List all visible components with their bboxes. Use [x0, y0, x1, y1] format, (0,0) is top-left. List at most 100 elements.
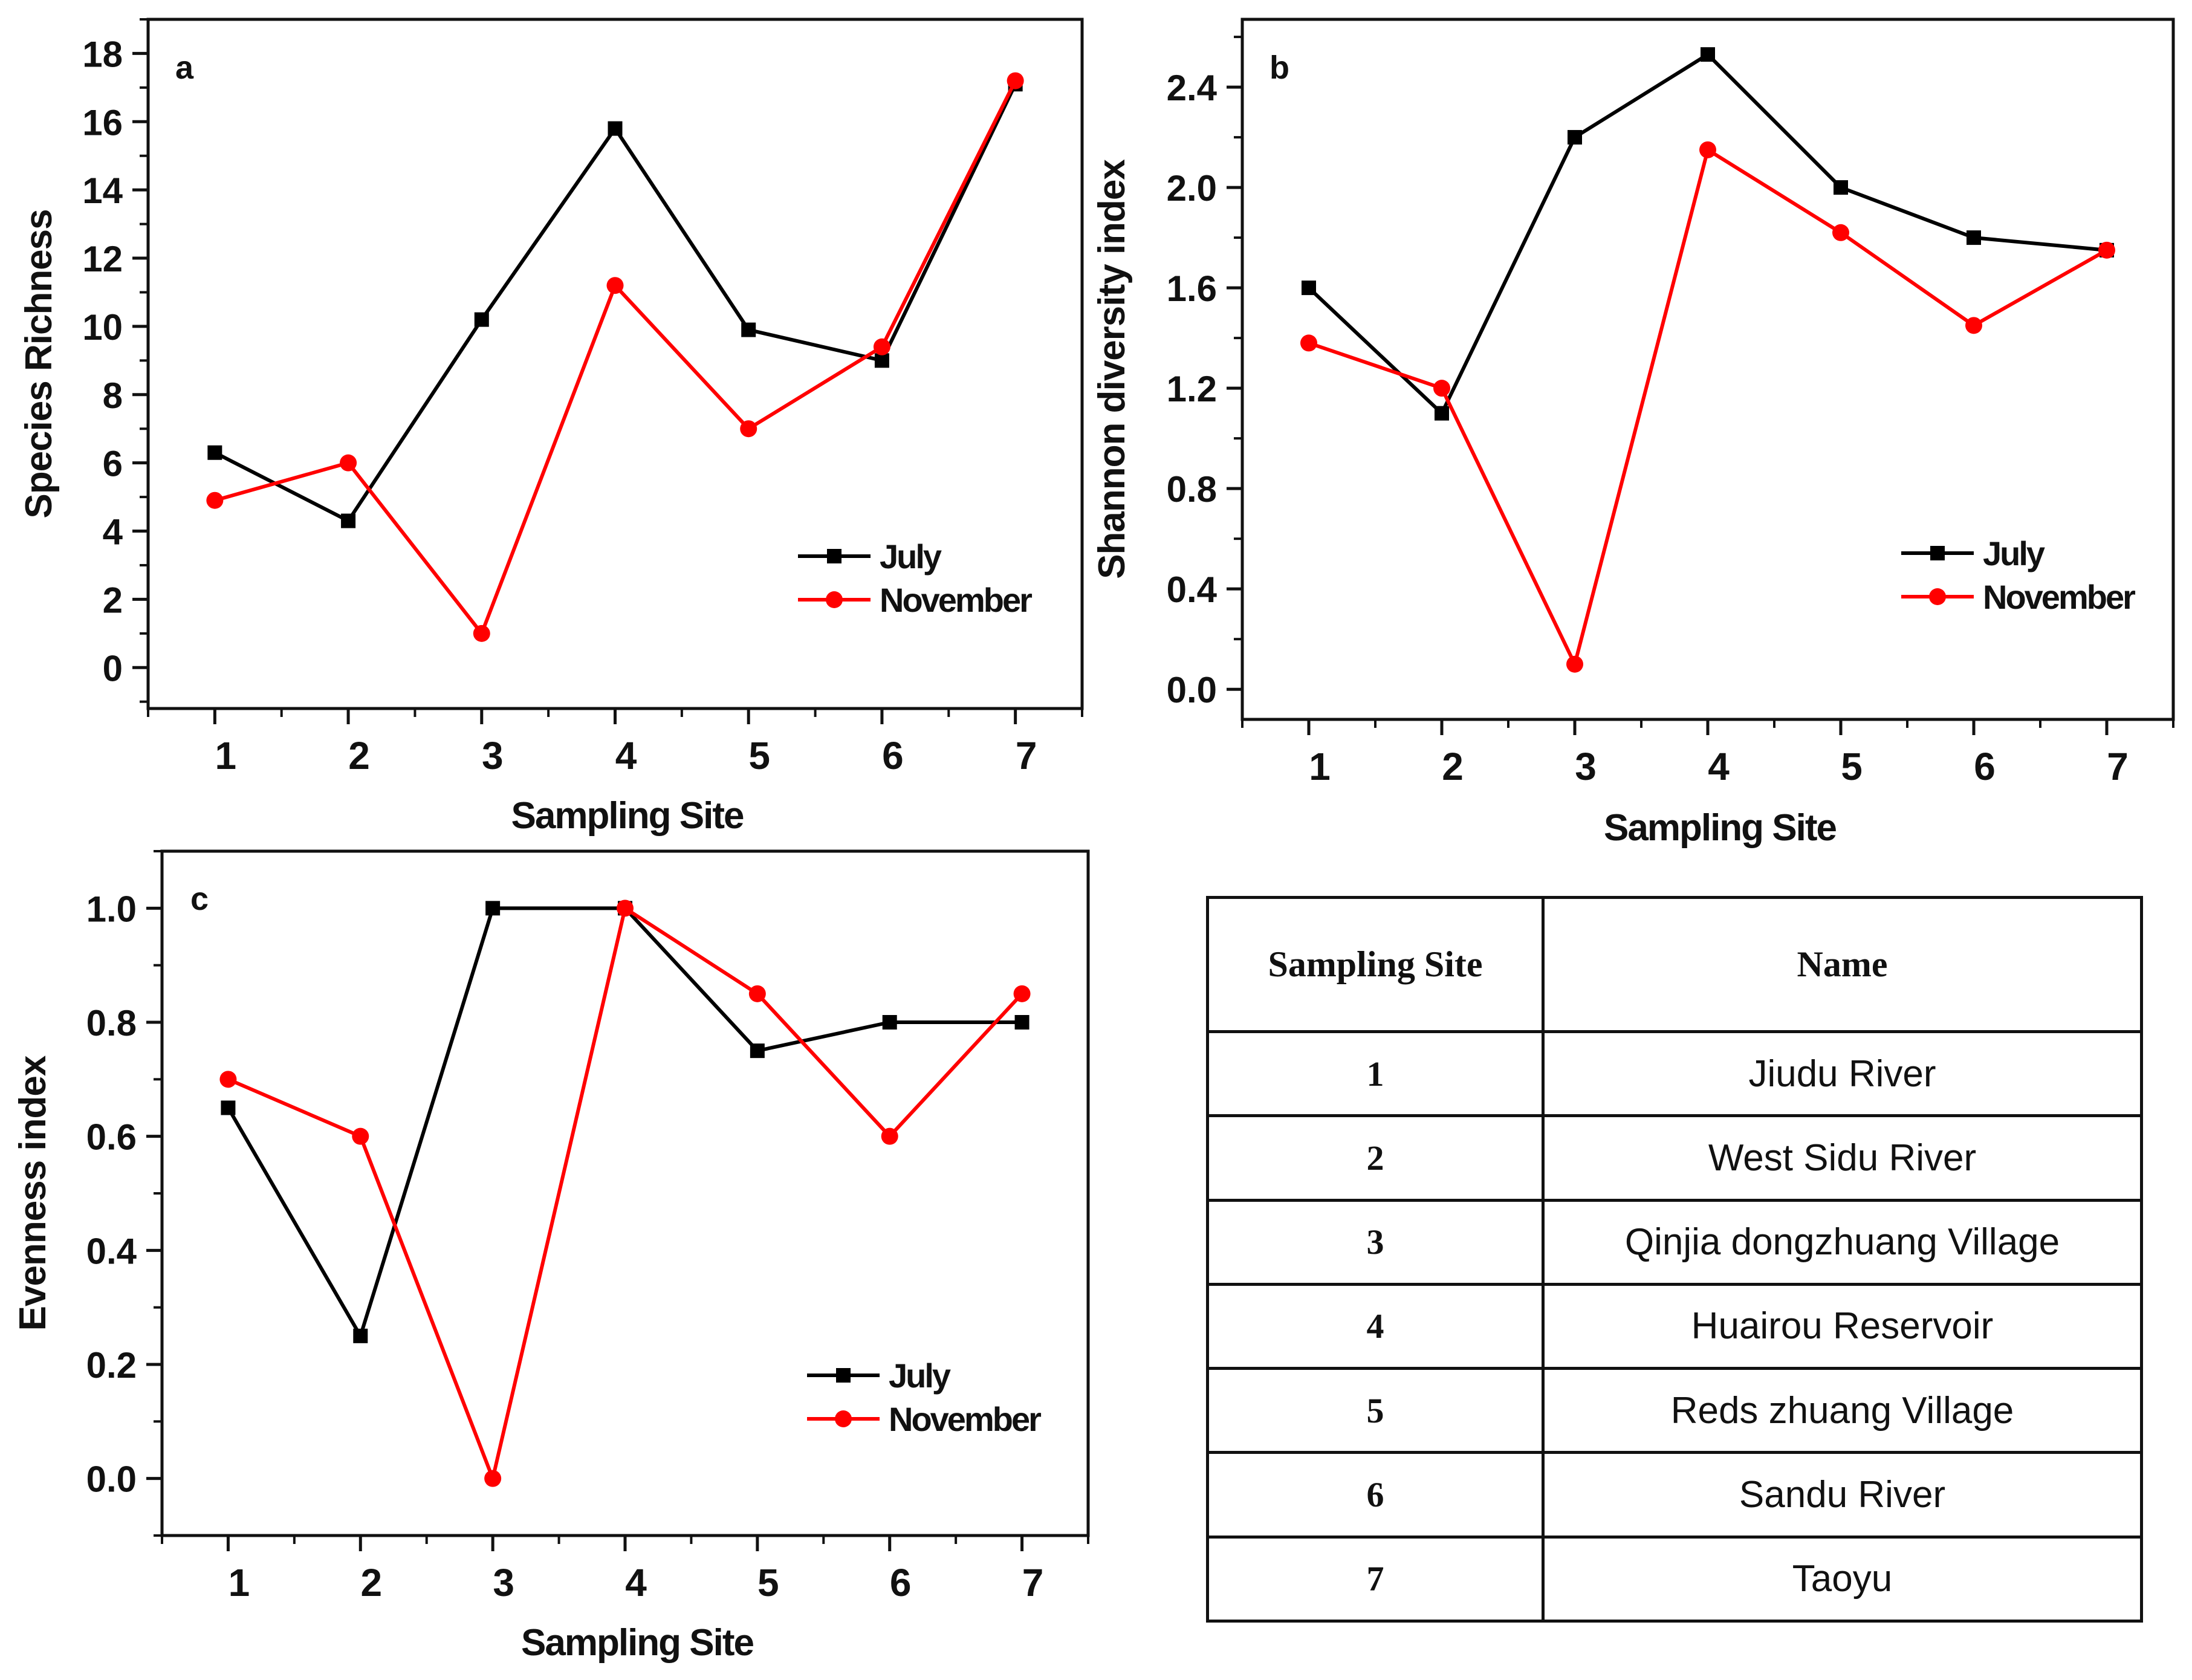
panel-label: b	[1269, 50, 1289, 86]
data-point	[2098, 241, 2115, 259]
data-point	[1701, 47, 1715, 62]
series-november: November	[206, 72, 1034, 642]
series-line	[1307, 53, 2107, 415]
data-point	[1834, 180, 1848, 195]
data-point	[882, 1015, 897, 1030]
x-tick-label: 2	[360, 1561, 382, 1604]
y-tick-label: 12	[82, 239, 123, 279]
series-july: July	[221, 901, 1030, 1395]
data-point	[1967, 230, 1981, 245]
panel-label: a	[175, 50, 194, 86]
legend-marker	[1930, 546, 1945, 560]
y-tick-label: 1.0	[86, 889, 137, 929]
data-point	[1832, 224, 1849, 241]
panel-label: c	[190, 881, 209, 917]
legend-marker	[836, 1368, 851, 1383]
data-point	[221, 1100, 236, 1115]
legend-marker	[826, 591, 843, 608]
data-point	[606, 277, 624, 294]
sampling-site-table-container: Sampling Site Name 1 Jiudu River 2 West …	[1206, 896, 2143, 1623]
legend-marker	[835, 1410, 852, 1427]
y-axis-title: Shannon diversity index	[1091, 159, 1133, 579]
data-point	[1300, 334, 1317, 352]
legend-label: November	[880, 581, 1032, 619]
x-tick-label: 2	[1442, 745, 1464, 788]
table-cell-site: 6	[1206, 1451, 1545, 1539]
table-header-site: Sampling Site	[1206, 896, 1545, 1033]
table-row: 4 Huairou Reservoir	[1206, 1282, 2143, 1370]
series-november: November	[219, 900, 1043, 1487]
y-tick-label: 0.0	[1167, 670, 1217, 710]
x-tick-label: 1	[229, 1561, 250, 1604]
x-axis-title: Sampling Site	[511, 795, 744, 837]
series-july: July	[207, 77, 1023, 576]
data-point	[1566, 655, 1583, 673]
table-cell-site: 4	[1206, 1282, 1545, 1370]
table-cell-site: 1	[1206, 1030, 1545, 1118]
legend-marker	[1929, 588, 1946, 605]
chart-panel-b: 0.0 0.4 0.8 1.2 1.6 2.0 2.4 1 2 3 4 5 6 7 Sampling Sit…	[1091, 18, 2175, 849]
data-point	[740, 420, 757, 438]
data-point	[873, 338, 890, 355]
y-tick-label: 4	[103, 512, 123, 553]
legend-label: November	[889, 1400, 1041, 1438]
data-point	[617, 900, 634, 917]
table-cell-site: 2	[1206, 1114, 1545, 1202]
table-cell-name: Taoyu	[1542, 1535, 2143, 1623]
data-point	[473, 624, 490, 642]
data-point	[207, 445, 222, 460]
y-axis-title: Evenness index	[12, 1055, 54, 1331]
x-tick-label: 6	[890, 1561, 912, 1604]
table-cell-name: Reds zhuang Village	[1542, 1367, 2143, 1455]
chart-panel-c: 0.0 0.2 0.4 0.6 0.8 1.0 1 2 3 4 5 6 7 Sampling Site Ev…	[12, 849, 1090, 1664]
legend-label: July	[889, 1357, 951, 1395]
series-july: July	[1302, 47, 2114, 572]
data-point	[741, 322, 756, 337]
data-point	[1435, 406, 1449, 421]
x-tick-label: 3	[493, 1561, 514, 1604]
x-tick-label: 1	[1309, 745, 1331, 788]
x-tick-label: 4	[615, 734, 637, 777]
data-point	[1007, 72, 1024, 89]
y-tick-label: 0.8	[1167, 469, 1217, 510]
y-tick-label: 14	[82, 170, 123, 211]
series-line	[213, 83, 1017, 523]
table-row: 6 Sandu River	[1206, 1451, 2143, 1539]
table-cell-name: West Sidu River	[1542, 1114, 2143, 1202]
table-cell-site: 3	[1206, 1198, 1545, 1286]
data-point	[881, 1127, 898, 1145]
data-point	[474, 312, 489, 327]
x-tick-label: 6	[882, 734, 904, 777]
table-row: 2 West Sidu River	[1206, 1114, 2143, 1202]
series-november: November	[1300, 141, 2137, 673]
y-tick-label: 0.2	[86, 1345, 137, 1386]
y-axis-title: Species Richness	[18, 209, 60, 518]
y-tick-label: 0.4	[1167, 569, 1218, 610]
table-row: 5 Reds zhuang Village	[1206, 1367, 2143, 1455]
x-axis-title: Sampling Site	[521, 1622, 753, 1664]
legend-marker	[827, 549, 841, 563]
data-point	[1699, 141, 1716, 158]
y-tick-label: 0.6	[86, 1117, 137, 1158]
x-tick-label: 5	[748, 734, 770, 777]
table-cell-site: 7	[1206, 1535, 1545, 1623]
x-tick-label: 3	[1575, 745, 1597, 788]
table-cell-name: Qinjia dongzhuang Village	[1542, 1198, 2143, 1286]
y-tick-label: 2.4	[1167, 68, 1218, 108]
legend-label: November	[1983, 578, 2135, 616]
table-cell-name: Huairou Reservoir	[1542, 1282, 2143, 1370]
table-header-row: Sampling Site Name	[1206, 896, 2143, 1033]
x-tick-label: 3	[482, 734, 504, 777]
data-point	[219, 1071, 237, 1088]
table-cell-name: Jiudu River	[1542, 1030, 2143, 1118]
legend-label: July	[1983, 534, 2045, 572]
y-tick-label: 8	[103, 375, 123, 416]
y-tick-label: 1.6	[1167, 268, 1217, 309]
y-tick-label: 10	[82, 307, 123, 348]
data-point	[353, 1328, 368, 1343]
data-point	[1433, 380, 1450, 397]
data-point	[1013, 985, 1031, 1002]
y-tick-label: 18	[82, 34, 123, 74]
y-tick-label: 0	[103, 648, 123, 689]
